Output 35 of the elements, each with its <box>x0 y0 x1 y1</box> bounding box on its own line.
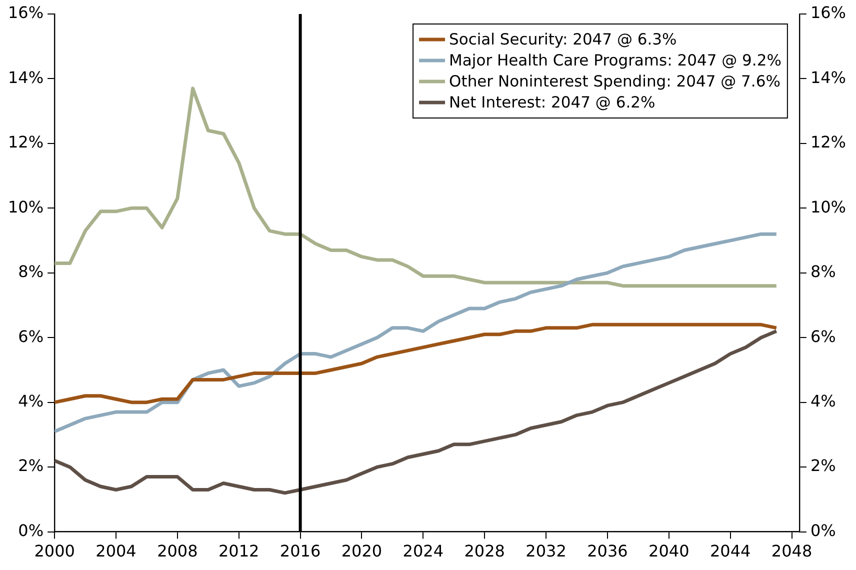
y2-tick-label: 14% <box>810 68 846 87</box>
x-tick-label: 2040 <box>648 542 690 561</box>
x-tick-label: 2004 <box>96 542 136 561</box>
y2-tick-label: 10% <box>810 197 846 216</box>
y-tick-label: 12% <box>8 132 44 152</box>
x-tick-label: 2032 <box>526 542 566 561</box>
y-tick-label: 0% <box>18 520 44 540</box>
y2-tick-label: 4% <box>810 392 836 411</box>
y2-tick-label: 16% <box>810 3 846 22</box>
y-tick-label: 10% <box>8 197 44 216</box>
x-tick-label: 2020 <box>341 542 382 561</box>
x-tick-label: 2044 <box>710 542 751 561</box>
y2-tick-label: 12% <box>810 132 846 152</box>
y2-tick-label: 6% <box>810 326 836 346</box>
legend-label: Other Noninterest Spending: 2047 @ 7.6% <box>449 72 780 91</box>
y2-tick-label: 2% <box>810 456 836 476</box>
y-tick-label: 6% <box>18 326 44 346</box>
y-tick-label: 2% <box>18 456 44 476</box>
legend-label: Major Health Care Programs: 2047 @ 9.2% <box>449 52 782 70</box>
x-tick-label: 2000 <box>34 542 75 561</box>
x-tick-label: 2036 <box>587 542 628 561</box>
x-tick-label: 2024 <box>402 542 444 561</box>
y-tick-label: 4% <box>18 392 44 411</box>
y-tick-label: 16% <box>8 3 44 22</box>
legend-label: Social Security: 2047 @ 6.3% <box>449 30 677 49</box>
y2-tick-label: 0% <box>810 520 836 540</box>
y2-tick-label: 8% <box>810 262 836 282</box>
x-tick-label: 2008 <box>157 542 198 561</box>
y-tick-label: 14% <box>8 68 44 87</box>
x-tick-label: 2048 <box>771 542 812 561</box>
y-tick-label: 8% <box>18 262 44 282</box>
legend-label: Net Interest: 2047 @ 6.2% <box>449 94 656 112</box>
x-tick-label: 2012 <box>218 542 260 561</box>
x-tick-label: 2016 <box>280 542 321 561</box>
x-tick-label: 2028 <box>464 542 505 561</box>
